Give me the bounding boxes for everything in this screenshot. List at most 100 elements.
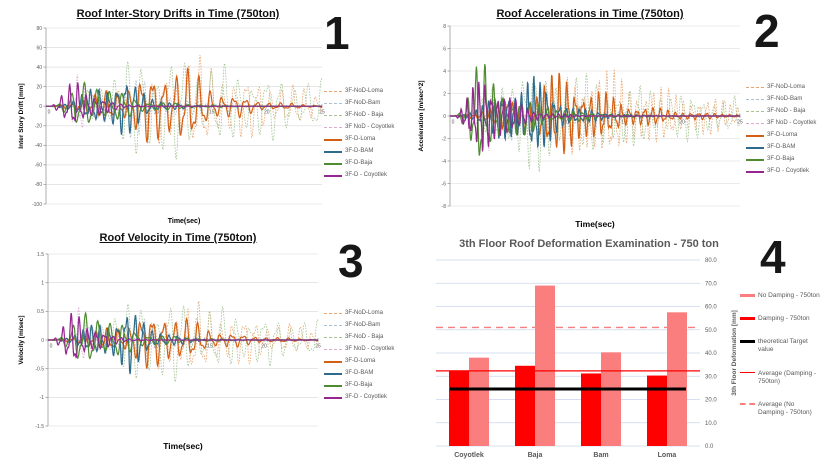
legend-label: No Damping - 750ton (758, 292, 820, 299)
chart-text: 20.0 (705, 398, 717, 404)
legend-label: 3F-NoD-Loma (767, 84, 806, 90)
chart-text: -20 (35, 124, 42, 130)
legend-label: 3F NoD - Coyotlek (767, 120, 817, 126)
panel-deformation-bars: 3th Floor Roof Deformation Examination -… (420, 234, 822, 466)
legend-swatch (740, 340, 755, 344)
chart-text: 1.5 (37, 252, 44, 258)
legend-item: 3F-NoD - Baja (324, 334, 414, 342)
legend-label: 3F-D-Loma (767, 132, 798, 138)
chart-text: 0.0 (705, 444, 714, 450)
chart-text: 0 (443, 114, 446, 120)
series-3f-nod-loma (450, 68, 741, 155)
chart-text: 25 (737, 120, 743, 126)
chart-text: 0 (50, 344, 53, 350)
chart-text: Bam (593, 452, 608, 459)
chart-text: 3th Floor Deformation [mm] (731, 310, 738, 396)
legend-item: 3F-D-BAM (746, 144, 822, 152)
legend-item: 3F-D-Loma (324, 358, 414, 366)
chart-text: 15 (209, 110, 215, 116)
legend-item: 3F-NoD - Baja (324, 112, 414, 120)
legend-swatch (746, 87, 764, 89)
legend-swatch (740, 317, 755, 321)
legend-swatch (746, 158, 764, 161)
legend-swatch (324, 349, 342, 351)
panel-velocity: Roof Velocity in Time (750ton) 3 1.5 1 0.5… (8, 230, 412, 458)
legend-item: 3F-D-Baja (324, 382, 414, 390)
legend-label: 3F-NoD-Loma (345, 88, 384, 94)
legend-label: 3F-NoD-Bam (345, 322, 381, 328)
legend-swatch (740, 294, 755, 297)
legend-swatch (324, 360, 342, 363)
series-3f-nod-loma (48, 299, 319, 370)
legend-swatch (324, 337, 342, 339)
panel-accelerations: Roof Accelerations in Time (750ton) 2 8 6… (416, 4, 822, 232)
legend-accelerations: 3F-NoD-Loma 3F-NoD-Bam 3F-NoD - Baja 3F NoD… (746, 84, 822, 176)
legend-item: 3F-D-BAM (324, 370, 414, 378)
legend-swatch (746, 99, 764, 101)
plot-area-velocity: 1.5 1 0.5 0 -0.5 -1 -1.5 0 5 10 15 20 25 Velocity [m/… (16, 246, 328, 457)
legend-item: 3F-NoD-Loma (324, 310, 414, 318)
panel-number-3: 3 (338, 235, 364, 287)
legend-item: 3F-D - Coyotlek (324, 172, 414, 180)
bar-damping-loma (647, 375, 667, 446)
chart-text: 1 (41, 280, 44, 286)
plot-area-accelerations: 8 6 4 2 0 -2 -4 -6 -8 0 5 10 15 20 25 Acceleration [m/s… (416, 18, 746, 235)
legend-swatch (746, 123, 764, 125)
plot-area-drifts: 80 60 40 20 0 -20 -40 -60 -80 -100 0 5 10 15 20 25 Inter… (16, 22, 332, 231)
panel-number-1: 1 (324, 7, 350, 59)
chart-text: 4 (443, 69, 446, 75)
legend-label: 3F-D-Loma (345, 358, 376, 364)
chart-text: -6 (442, 181, 447, 187)
chart-text: -1 (40, 395, 45, 401)
legend-swatch (324, 162, 342, 165)
legend-label: 3F-NoD-Bam (345, 100, 381, 106)
legend-swatch (324, 372, 342, 375)
legend-label: 3F-NoD-Loma (345, 310, 384, 316)
series-3f-d-coyotlek (48, 312, 318, 359)
chart-text: 20 (261, 344, 267, 350)
chart-text: 25 (319, 110, 325, 116)
legend-swatch (324, 174, 342, 177)
chart-text: 0 (39, 104, 42, 110)
legend-item: 3F-D - Coyotlek (324, 394, 414, 402)
legend-label: Average (No Damping - 750ton) (758, 400, 812, 416)
legend-label: 3F-D - Coyotlek (767, 168, 810, 174)
chart-text: 5 (101, 344, 104, 350)
chart-text: -2 (442, 136, 447, 142)
legend-swatch (746, 170, 764, 173)
chart-text: -1.5 (35, 424, 44, 430)
chart-text: -100 (32, 202, 42, 208)
legend-label: 3F-D-Baja (345, 382, 373, 388)
legend-label: 3F-D-Baja (767, 156, 795, 162)
legend-item: 3F-D - Coyotlek (746, 168, 822, 176)
chart-title: Roof Accelerations in Time (750ton) (496, 8, 684, 20)
legend-swatch (324, 384, 342, 387)
series-3f-d-coyotlek (450, 81, 740, 152)
legend-label: 3F-D-Baja (345, 160, 373, 166)
legend-label: theoretical Target value (758, 338, 808, 354)
panel-number-4: 4 (760, 231, 786, 283)
legend-item: 3F-NoD-Bam (324, 322, 414, 330)
legend-velocity: 3F-NoD-Loma 3F-NoD-Bam 3F-NoD - Baja 3F NoD… (324, 310, 414, 402)
chart-text: 80 (36, 26, 42, 32)
plot-area-deformation: 80.0 70.0 60.0 50.0 40.0 30.0 20.0 10.0 0.0 Coyot… (428, 250, 748, 471)
legend-swatch (324, 127, 342, 129)
chart-text: 10.0 (705, 421, 717, 427)
bar-damping-coyotlek (449, 370, 469, 446)
chart-text: Baja (528, 452, 543, 459)
chart-text: Time(sec) (575, 219, 615, 229)
chart-text: Acceleration [m/sec^2] (417, 81, 425, 152)
legend-label: Average (Damping - 750ton) (758, 369, 817, 385)
legend-label: 3F-NoD-Bam (767, 96, 803, 102)
chart-text: 40 (36, 65, 42, 71)
legend-swatch (324, 396, 342, 399)
legend-swatch (746, 134, 764, 137)
legend-item: 3F-D-Baja (324, 160, 414, 168)
chart-text: -0.5 (35, 366, 44, 372)
chart-text: -4 (442, 159, 447, 165)
legend-item: 3F-NoD-Bam (746, 96, 822, 104)
chart-title: Roof Velocity in Time (750ton) (99, 232, 257, 244)
legend-item: 3F NoD - Coyotlek (324, 346, 414, 354)
